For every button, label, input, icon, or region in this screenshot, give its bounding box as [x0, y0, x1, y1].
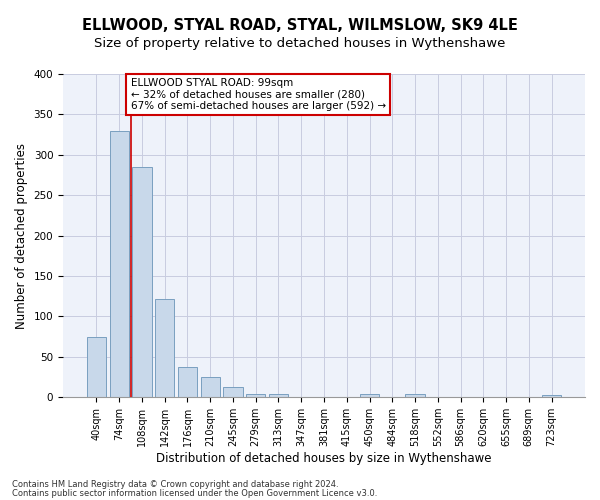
Y-axis label: Number of detached properties: Number of detached properties: [15, 142, 28, 328]
Text: ELLWOOD STYAL ROAD: 99sqm
← 32% of detached houses are smaller (280)
67% of semi: ELLWOOD STYAL ROAD: 99sqm ← 32% of detac…: [131, 78, 386, 111]
Bar: [223, 386, 242, 397]
Bar: [246, 394, 265, 397]
Text: Contains HM Land Registry data © Crown copyright and database right 2024.: Contains HM Land Registry data © Crown c…: [12, 480, 338, 489]
Text: Size of property relative to detached houses in Wythenshawe: Size of property relative to detached ho…: [94, 38, 506, 51]
Bar: [360, 394, 379, 397]
Bar: [132, 167, 152, 397]
Text: Contains public sector information licensed under the Open Government Licence v3: Contains public sector information licen…: [12, 489, 377, 498]
Bar: [110, 130, 129, 397]
Text: ELLWOOD, STYAL ROAD, STYAL, WILMSLOW, SK9 4LE: ELLWOOD, STYAL ROAD, STYAL, WILMSLOW, SK…: [82, 18, 518, 32]
Bar: [155, 298, 175, 397]
Bar: [87, 336, 106, 397]
Bar: [178, 366, 197, 397]
Bar: [542, 395, 561, 397]
Bar: [200, 377, 220, 397]
Bar: [269, 394, 288, 397]
X-axis label: Distribution of detached houses by size in Wythenshawe: Distribution of detached houses by size …: [156, 452, 492, 465]
Bar: [406, 394, 425, 397]
